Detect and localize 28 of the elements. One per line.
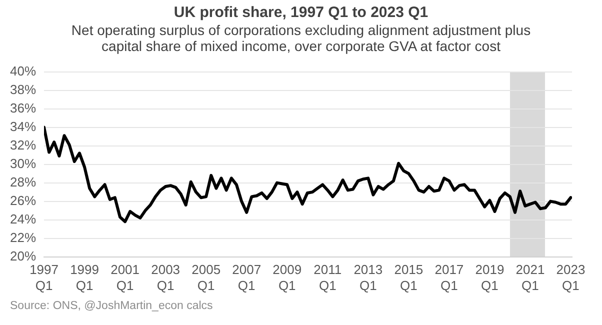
y-tick-label: 28% <box>10 174 36 190</box>
x-tick-label: 1999 Q1 <box>70 262 99 293</box>
x-tick-label: 2009 Q1 <box>272 262 302 293</box>
x-tick-label: 1997 Q1 <box>30 262 58 293</box>
x-tick-label: 2021 Q1 <box>516 262 545 293</box>
x-tick-label: 2007 Q1 <box>232 262 262 293</box>
x-tick-label: 2019 Q1 <box>475 262 504 293</box>
y-tick-label: 22% <box>10 230 36 245</box>
x-tick-label: 2011 Q1 <box>314 262 342 293</box>
y-tick-label: 38% <box>10 82 36 97</box>
y-tick-label: 24% <box>10 211 36 226</box>
x-tick-label: 2001 Q1 <box>110 262 140 293</box>
y-tick-label: 32% <box>10 137 36 152</box>
source-note: Source: ONS, @JoshMartin_econ calcs <box>10 300 213 312</box>
x-tick-label: 2013 Q1 <box>354 262 383 293</box>
x-tick-label: 2017 Q1 <box>434 262 464 293</box>
x-tick-label: 2015 Q1 <box>394 262 424 293</box>
y-tick-label: 40% <box>10 63 36 78</box>
y-tick-label: 20% <box>10 248 36 264</box>
y-tick-label: 36% <box>10 100 36 116</box>
y-tick-label: 34% <box>10 118 36 134</box>
x-tick-label: 2023 Q1 <box>556 262 586 293</box>
chart-subtitle: Net operating surplus of corporations excluding alignment adjustment plus capital share of mixed income, over corporate GVA at factor cost <box>70 22 532 54</box>
y-tick-label: 26% <box>10 192 36 208</box>
y-tick-label: 30% <box>10 156 36 171</box>
x-tick-label: 2003 Q1 <box>151 262 180 293</box>
chart-title: UK profit share, 1997 Q1 to 2023 Q1 <box>172 3 430 21</box>
x-tick-label: 2005 Q1 <box>192 262 221 293</box>
